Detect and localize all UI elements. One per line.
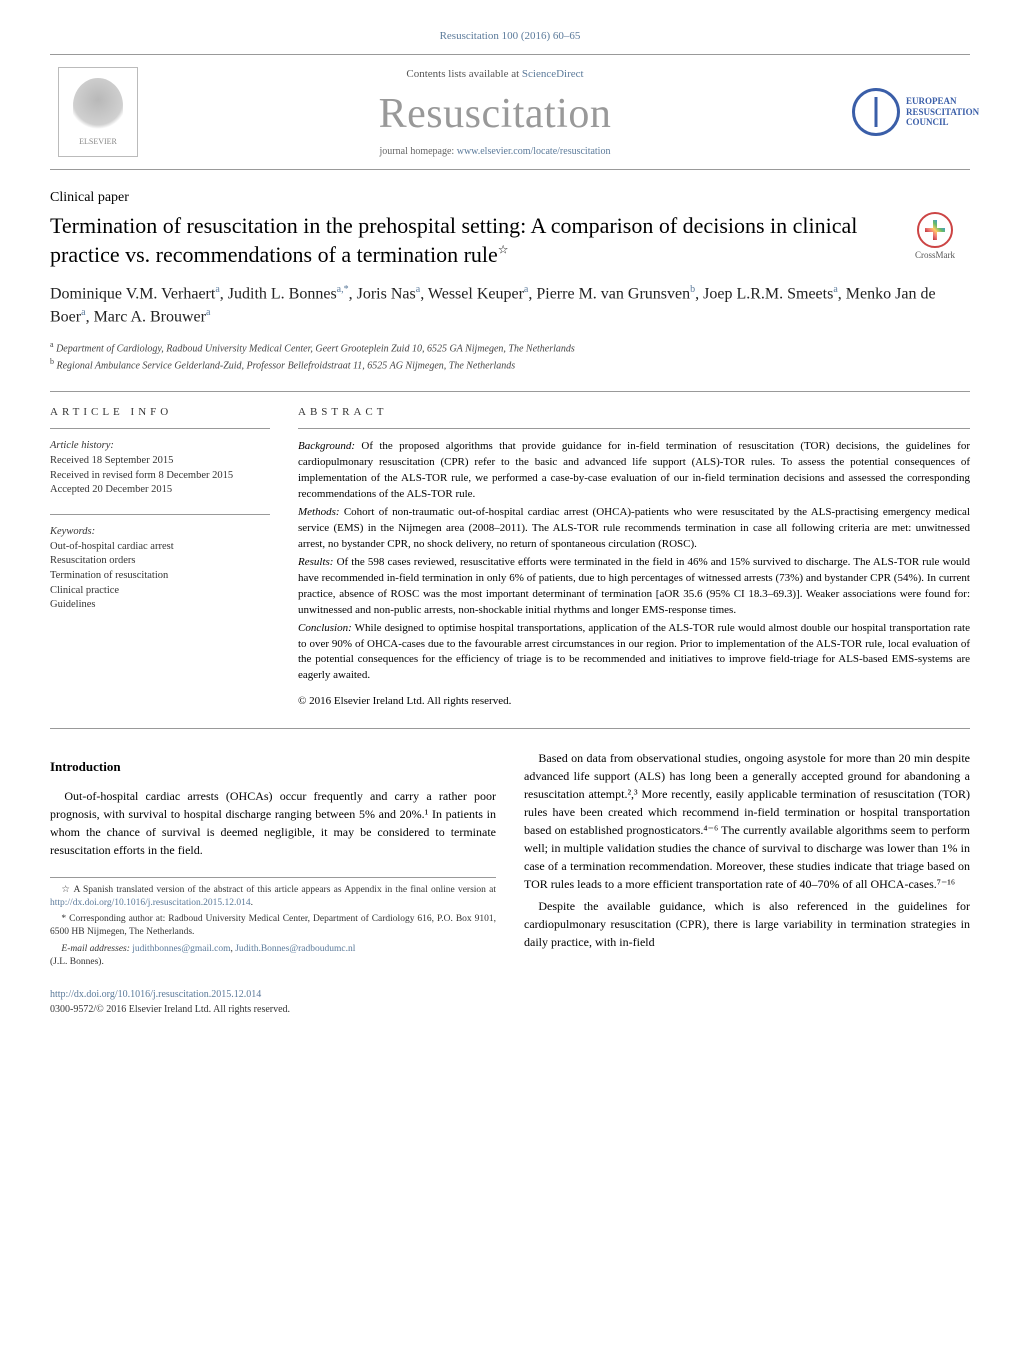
footnote-star-text: A Spanish translated version of the abst… (73, 885, 496, 895)
journal-homepage: journal homepage: www.elsevier.com/locat… (138, 146, 852, 157)
history-revised: Received in revised form 8 December 2015 (50, 469, 270, 484)
history-received: Received 18 September 2015 (50, 454, 270, 469)
divider (50, 728, 970, 729)
header-center: Contents lists available at ScienceDirec… (138, 68, 852, 157)
abs-methods-label: Methods: (298, 506, 340, 518)
history-title: Article history: (50, 439, 270, 454)
crossmark-icon (917, 212, 953, 248)
erc-text: EUROPEAN RESUSCITATION COUNCIL (906, 96, 979, 128)
journal-reference: Resuscitation 100 (2016) 60–65 (50, 30, 970, 42)
abs-bg: Of the proposed algorithms that provide … (298, 440, 970, 500)
homepage-link[interactable]: www.elsevier.com/locate/resuscitation (457, 146, 611, 157)
footnote-corr-text: Corresponding author at: Radboud Univers… (50, 914, 496, 937)
keywords-title: Keywords: (50, 525, 270, 540)
abstract-label: ABSTRACT (298, 406, 970, 418)
abs-conclusion: While designed to optimise hospital tran… (298, 622, 970, 682)
body-p2: Based on data from observational studies… (524, 749, 970, 893)
journal-header: ELSEVIER Contents lists available at Sci… (50, 54, 970, 170)
journal-name: Resuscitation (138, 90, 852, 138)
abstract-text: Background: Of the proposed algorithms t… (298, 439, 970, 710)
erc-line3: COUNCIL (906, 117, 979, 128)
erc-logo: EUROPEAN RESUSCITATION COUNCIL (852, 67, 962, 157)
email-label: E-mail addresses: (61, 944, 132, 954)
footnote-star-link[interactable]: http://dx.doi.org/10.1016/j.resuscitatio… (50, 898, 251, 908)
affiliation-b-text: Regional Ambulance Service Gelderland-Zu… (57, 360, 516, 371)
abstract-column: ABSTRACT Background: Of the proposed alg… (298, 406, 970, 712)
elsevier-tree-icon (73, 78, 123, 133)
doi-block: http://dx.doi.org/10.1016/j.resuscitatio… (50, 987, 496, 1017)
affiliation-a-text: Department of Cardiology, Radboud Univer… (56, 343, 575, 354)
keyword-item: Out-of-hospital cardiac arrest (50, 540, 270, 555)
keyword-item: Termination of resuscitation (50, 569, 270, 584)
authors-list: Dominique V.M. Verhaerta, Judith L. Bonn… (50, 283, 970, 328)
erc-line2: RESUSCITATION (906, 107, 979, 118)
abs-results-label: Results: (298, 556, 333, 568)
crossmark-label: CrossMark (915, 250, 955, 260)
title-footnote-marker: ☆ (498, 242, 509, 256)
homepage-prefix: journal homepage: (380, 146, 457, 157)
body-p3: Despite the available guidance, which is… (524, 897, 970, 951)
affiliations: a Department of Cardiology, Radboud Univ… (50, 339, 970, 374)
article-type: Clinical paper (50, 190, 970, 206)
abs-conclusion-label: Conclusion: (298, 622, 352, 634)
keyword-item: Guidelines (50, 598, 270, 613)
erc-circle-icon (852, 88, 900, 136)
contents-prefix: Contents lists available at (406, 68, 521, 80)
elsevier-logo: ELSEVIER (58, 67, 138, 157)
title-text: Termination of resuscitation in the preh… (50, 213, 857, 267)
footnotes: ☆ A Spanish translated version of the ab… (50, 877, 496, 969)
keyword-item: Resuscitation orders (50, 554, 270, 569)
affiliation-b: b Regional Ambulance Service Gelderland-… (50, 356, 970, 373)
article-info-label: ARTICLE INFO (50, 406, 270, 418)
crossmark-badge[interactable]: CrossMark (900, 212, 970, 260)
footnote-email: E-mail addresses: judithbonnes@gmail.com… (50, 943, 496, 969)
body-p1: Out-of-hospital cardiac arrests (OHCAs) … (50, 787, 496, 859)
article-info-column: ARTICLE INFO Article history: Received 1… (50, 406, 270, 712)
abstract-copyright: © 2016 Elsevier Ireland Ltd. All rights … (298, 694, 970, 710)
email-1[interactable]: judithbonnes@gmail.com (132, 944, 230, 954)
abs-methods: Cohort of non-traumatic out-of-hospital … (298, 506, 970, 550)
abs-bg-label: Background: (298, 440, 355, 452)
email-2[interactable]: Judith.Bonnes@radboudumc.nl (235, 944, 355, 954)
abs-results: Of the 598 cases reviewed, resuscitative… (298, 556, 970, 616)
affiliation-a: a Department of Cardiology, Radboud Univ… (50, 339, 970, 356)
article-title: Termination of resuscitation in the preh… (50, 212, 884, 269)
sciencedirect-link[interactable]: ScienceDirect (522, 68, 584, 80)
article-history: Article history: Received 18 September 2… (50, 439, 270, 498)
doi-link[interactable]: http://dx.doi.org/10.1016/j.resuscitatio… (50, 989, 261, 1000)
elsevier-label: ELSEVIER (79, 137, 117, 146)
footnote-star: ☆ A Spanish translated version of the ab… (50, 884, 496, 910)
issn-copyright: 0300-9572/© 2016 Elsevier Ireland Ltd. A… (50, 1004, 290, 1015)
email-suffix: (J.L. Bonnes). (50, 957, 104, 967)
history-accepted: Accepted 20 December 2015 (50, 483, 270, 498)
intro-heading: Introduction (50, 757, 496, 777)
keyword-item: Clinical practice (50, 584, 270, 599)
footnote-corr: * Corresponding author at: Radboud Unive… (50, 913, 496, 939)
body-columns: Introduction Out-of-hospital cardiac arr… (50, 749, 970, 1016)
contents-available: Contents lists available at ScienceDirec… (138, 68, 852, 80)
keywords-block: Keywords: Out-of-hospital cardiac arrest… (50, 525, 270, 613)
erc-line1: EUROPEAN (906, 96, 979, 107)
